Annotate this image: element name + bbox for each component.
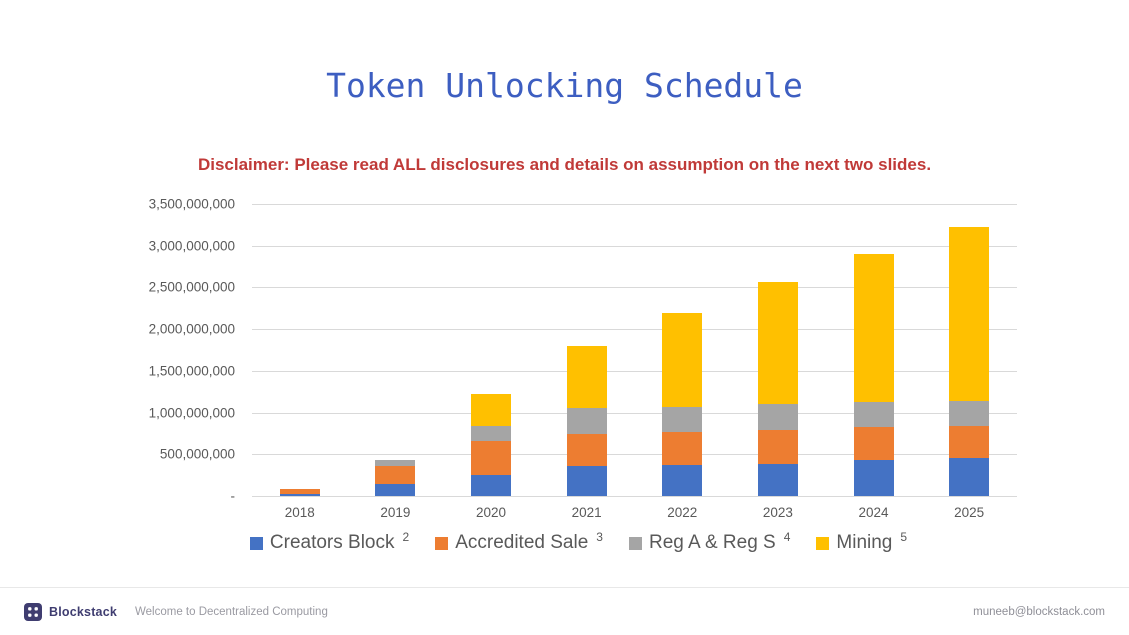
bar-segment-2025 [949, 227, 990, 401]
bar-segment-2022 [662, 431, 703, 466]
stacked-bar-2019 [375, 459, 416, 496]
y-tick-label: - [230, 488, 236, 504]
x-tick-label: 2025 [954, 505, 985, 520]
bar-segment-2021 [566, 465, 607, 496]
legend-label: Reg A & Reg S [648, 532, 776, 553]
bar-group-2019 [348, 204, 444, 496]
bar-segment-2020 [471, 440, 512, 476]
legend-label: Accredited Sale [455, 532, 589, 553]
stacked-bar-2023 [757, 282, 798, 496]
gridline [252, 413, 1017, 414]
footer-bar: Blockstack Welcome to Decentralized Comp… [0, 587, 1129, 635]
stacked-bar-2021 [566, 345, 607, 496]
y-axis-labels: 3,500,000,000 3,000,000,000 2,500,000,000 2… [125, 197, 235, 504]
bar-group-2021 [539, 204, 635, 496]
bar-segment-2025 [949, 458, 990, 496]
stacked-bar-2022 [662, 312, 703, 496]
plot-area [252, 204, 1017, 497]
gridline [252, 454, 1017, 455]
bar-segment-2019 [375, 465, 416, 485]
bar-series-container [252, 204, 1017, 496]
x-tick-label: 2020 [476, 505, 507, 520]
x-tick-label: 2022 [667, 505, 698, 520]
footer-tagline: Welcome to Decentralized Computing [135, 605, 328, 618]
bar-segment-2022 [662, 465, 703, 496]
bar-segment-2023 [757, 463, 798, 496]
bar-segment-2023 [757, 404, 798, 430]
legend-swatch-icon [249, 536, 263, 550]
bar-group-2020 [443, 204, 539, 496]
chart-legend: Creators Block 2 Accredited Sale 3 Reg A & R… [139, 527, 1017, 559]
legend-item-accredited-sale: Accredited Sale 3 [435, 531, 603, 554]
y-tick-label: 2,000,000,000 [148, 321, 235, 337]
bar-segment-2021 [566, 345, 607, 408]
stacked-bar-2018 [279, 489, 320, 496]
bar-group-2023 [730, 204, 826, 496]
bar-segment-2024 [853, 254, 894, 402]
legend-label: Creators Block [269, 532, 395, 553]
footer-email: muneeb@blockstack.com [973, 605, 1105, 618]
x-tick-label: 2018 [284, 505, 315, 520]
bar-segment-2018 [279, 494, 320, 496]
legend-swatch-icon [628, 536, 642, 550]
gridline [252, 204, 1017, 205]
gridline [252, 371, 1017, 372]
page-title: Token Unlocking Schedule [326, 66, 803, 105]
brand-name: Blockstack [49, 604, 118, 619]
disclaimer-text: Disclaimer: Please read ALL disclosures … [197, 155, 932, 174]
bar-segment-2024 [853, 401, 894, 428]
y-tick-label: 1,000,000,000 [148, 405, 235, 421]
gridline [252, 287, 1017, 288]
bar-segment-2019 [375, 459, 416, 466]
brand-lockup: Blockstack [24, 602, 118, 621]
bar-segment-2025 [949, 400, 990, 426]
x-tick-label: 2019 [380, 505, 411, 520]
bar-segment-2024 [853, 460, 894, 496]
stacked-bar-2025 [949, 227, 990, 496]
bar-segment-2023 [757, 282, 798, 405]
y-tick-label: 500,000,000 [159, 446, 235, 462]
x-tick-label: 2021 [571, 505, 602, 520]
stacked-bar-2024 [853, 254, 894, 496]
gridline [252, 329, 1017, 330]
bar-segment-2023 [757, 429, 798, 464]
bar-segment-2025 [949, 425, 990, 459]
x-tick-label: 2024 [858, 505, 889, 520]
bar-segment-2020 [471, 425, 512, 441]
y-tick-label: 1,500,000,000 [148, 363, 235, 379]
legend-label: Mining [836, 532, 893, 553]
y-tick-label: 3,500,000,000 [148, 196, 235, 212]
x-axis-labels: 2018 2019 2020 2021 2022 2023 2024 2025 [252, 505, 1017, 520]
bar-group-2018 [252, 204, 348, 496]
bar-group-2024 [826, 204, 922, 496]
bar-group-2022 [635, 204, 731, 496]
y-tick-label: 3,000,000,000 [148, 238, 235, 254]
bar-segment-2021 [566, 434, 607, 466]
legend-item-mining: Mining 5 [816, 531, 907, 554]
legend-swatch-icon [816, 536, 830, 550]
legend-swatch-icon [435, 536, 449, 550]
bar-segment-2022 [662, 312, 703, 407]
y-tick-label: 2,500,000,000 [148, 279, 235, 295]
bar-segment-2020 [471, 394, 512, 426]
bar-segment-2024 [853, 427, 894, 461]
stacked-bar-2020 [471, 394, 512, 496]
x-tick-label: 2023 [762, 505, 793, 520]
bar-segment-2018 [279, 489, 320, 495]
bar-segment-2022 [662, 406, 703, 432]
bar-segment-2020 [471, 475, 512, 496]
bar-segment-2021 [566, 407, 607, 435]
gridline [252, 246, 1017, 247]
bar-group-2025 [921, 204, 1017, 496]
gridline [252, 496, 1017, 497]
bar-segment-2019 [375, 484, 416, 496]
blockstack-logo-icon [24, 602, 42, 621]
legend-item-creators-block: Creators Block 2 [249, 531, 409, 554]
